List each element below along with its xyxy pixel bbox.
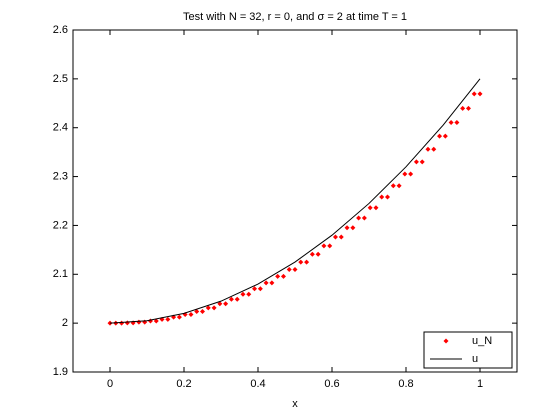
data-point	[379, 194, 385, 200]
y-tick-label: 1.9	[53, 366, 68, 378]
data-point	[390, 183, 396, 189]
data-point	[246, 291, 252, 297]
data-point	[263, 280, 269, 286]
data-point	[367, 205, 373, 211]
data-line	[109, 78, 481, 324]
legend-marker	[443, 338, 449, 344]
data-point	[373, 205, 379, 211]
x-tick-label: 0	[107, 378, 113, 390]
plot-area	[72, 29, 518, 373]
data-point	[188, 312, 194, 318]
data-point	[425, 146, 431, 152]
chart-title: Test with N = 32, r = 0, and σ = 2 at ti…	[183, 11, 407, 23]
data-point	[257, 286, 263, 292]
data-point	[402, 171, 408, 177]
data-point	[275, 273, 281, 279]
data-point	[344, 225, 350, 231]
data-point	[437, 133, 443, 139]
x-tick-label: 0.4	[250, 378, 265, 390]
data-point	[454, 120, 460, 126]
data-point	[304, 259, 310, 265]
y-tick-label: 2.1	[53, 268, 68, 280]
data-point	[442, 133, 448, 139]
data-point	[298, 259, 304, 265]
data-point	[223, 301, 229, 307]
data-point	[315, 251, 321, 257]
y-tick-label: 2.4	[53, 122, 68, 134]
data-point	[205, 305, 211, 311]
y-tick-label: 2.2	[53, 219, 68, 231]
data-point	[356, 215, 362, 221]
data-point	[240, 291, 246, 297]
data-point	[471, 91, 477, 97]
data-point	[396, 183, 402, 189]
data-point	[465, 105, 471, 111]
y-tick-label: 2.6	[53, 24, 68, 36]
data-point	[327, 243, 333, 249]
data-point	[292, 266, 298, 272]
data-point	[321, 243, 327, 249]
data-point	[419, 159, 425, 165]
data-point	[309, 251, 315, 257]
data-point	[385, 194, 390, 200]
y-tick-label: 2.3	[53, 170, 68, 182]
data-point	[176, 314, 182, 320]
data-point	[448, 120, 454, 126]
data-point	[269, 280, 275, 286]
data-point	[477, 91, 483, 97]
data-point	[431, 146, 437, 152]
data-point	[200, 308, 205, 314]
x-axis-label: x	[292, 398, 298, 410]
data-point	[211, 305, 217, 311]
data-point	[194, 308, 200, 314]
data-point	[408, 171, 414, 177]
y-tick-label: 2	[62, 317, 68, 329]
data-point	[413, 159, 419, 165]
data-point	[350, 225, 356, 231]
data-point	[332, 234, 338, 240]
data-point	[252, 286, 258, 292]
data-point	[338, 234, 344, 240]
data-point	[286, 266, 292, 272]
x-tick-label: 0.8	[398, 378, 413, 390]
data-point	[361, 215, 367, 221]
legend-label: u	[472, 353, 478, 365]
x-tick-label: 0.2	[176, 378, 191, 390]
data-point	[165, 316, 171, 322]
data-point	[460, 105, 466, 111]
y-tick-label: 2.5	[53, 73, 68, 85]
x-tick-label: 1	[477, 378, 483, 390]
data-point	[228, 296, 234, 302]
data-point	[234, 296, 240, 302]
legend-box	[423, 331, 513, 369]
data-point	[280, 273, 286, 279]
data-point	[217, 301, 223, 307]
legend-label: u_N	[472, 335, 492, 347]
data-point	[153, 318, 159, 324]
x-tick-label: 0.6	[324, 378, 339, 390]
